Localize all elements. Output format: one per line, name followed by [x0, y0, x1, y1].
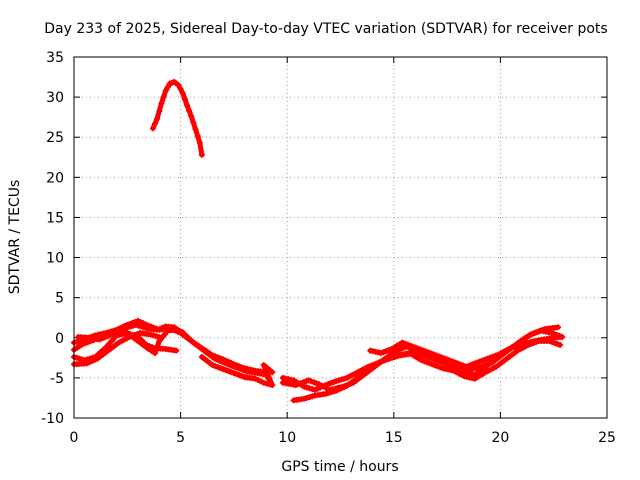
data-point-track-10 [559, 334, 566, 340]
data-point-track-5 [162, 331, 168, 337]
data-point-track-5 [102, 334, 109, 341]
y-tick-label: 30 [46, 90, 64, 106]
data-point-peak [198, 151, 205, 158]
grid [74, 57, 607, 418]
data-point-peak [160, 94, 167, 101]
data-point-peak [156, 108, 163, 115]
data-point-peak [184, 102, 190, 109]
data-point-peak [188, 113, 195, 120]
data-point-track-5 [179, 329, 186, 336]
data-point-peak [175, 82, 182, 89]
data-point-track-5 [96, 336, 103, 343]
y-tick-label: 10 [46, 251, 64, 267]
y-tick-label: 5 [55, 291, 64, 307]
data-point-track-8 [557, 342, 564, 348]
data-point-track-5 [148, 348, 155, 354]
data-point-track-6 [266, 381, 273, 388]
data-point-track-6 [260, 379, 267, 386]
data-point-peak [179, 90, 186, 97]
data-point-track-9 [555, 324, 561, 331]
x-tick-label: 25 [598, 430, 616, 446]
y-tick-label: 35 [46, 50, 64, 66]
x-tick-label: 0 [70, 430, 79, 446]
data-point-track-5 [154, 344, 161, 350]
data-point-peak [190, 119, 197, 126]
data-point-track-5 [176, 328, 183, 334]
data-point-peak [194, 133, 201, 139]
data-point-peak [158, 100, 165, 107]
data-point-track-5 [145, 346, 152, 352]
data-point-track-6 [263, 380, 270, 387]
series-line-peak [150, 79, 205, 158]
y-tick-label: -5 [50, 371, 64, 387]
x-axis-label: GPS time / hours [281, 459, 398, 475]
data-point-track-6 [269, 382, 276, 389]
data-point-peak [192, 126, 199, 133]
y-tick-label: 25 [46, 130, 64, 146]
y-tick-label: 15 [46, 210, 64, 226]
plot-frame [73, 56, 608, 419]
data-point-peak [196, 139, 203, 146]
data-point-peak [181, 96, 188, 103]
data-point-track-2 [173, 347, 180, 354]
data-point-peak [186, 107, 193, 114]
data-point-track-6 [269, 369, 276, 376]
data-marks [71, 78, 566, 404]
chart-title: Day 233 of 2025, Sidereal Day-to-day VTE… [44, 21, 607, 37]
data-point-peak [154, 115, 161, 122]
y-tick-label: 0 [55, 331, 64, 347]
x-tick-label: 10 [278, 430, 296, 446]
axis-ticks: 0 5 10 15 20 25 -10 -5 0 5 10 15 20 25 30 35 [41, 50, 616, 446]
data-point-peak [164, 84, 171, 91]
y-axis-label: SDTVAR / TECUs [7, 180, 23, 295]
data-point-track-5 [156, 338, 163, 344]
data-point-peak [177, 86, 184, 93]
y-tick-label: -10 [41, 411, 64, 427]
data-point-track-5 [152, 350, 158, 356]
x-tick-label: 5 [176, 430, 185, 446]
data-point-peak [152, 120, 158, 127]
data-point-peak [162, 87, 169, 94]
data-point-track-5 [99, 335, 106, 342]
data-point-track-6 [266, 375, 273, 382]
x-tick-label: 15 [385, 430, 403, 446]
data-point-peak [149, 125, 156, 132]
data-point-track-5 [173, 326, 180, 333]
data-point-track-5 [159, 334, 166, 341]
y-tick-label: 20 [46, 170, 64, 186]
x-tick-label: 20 [491, 430, 509, 446]
